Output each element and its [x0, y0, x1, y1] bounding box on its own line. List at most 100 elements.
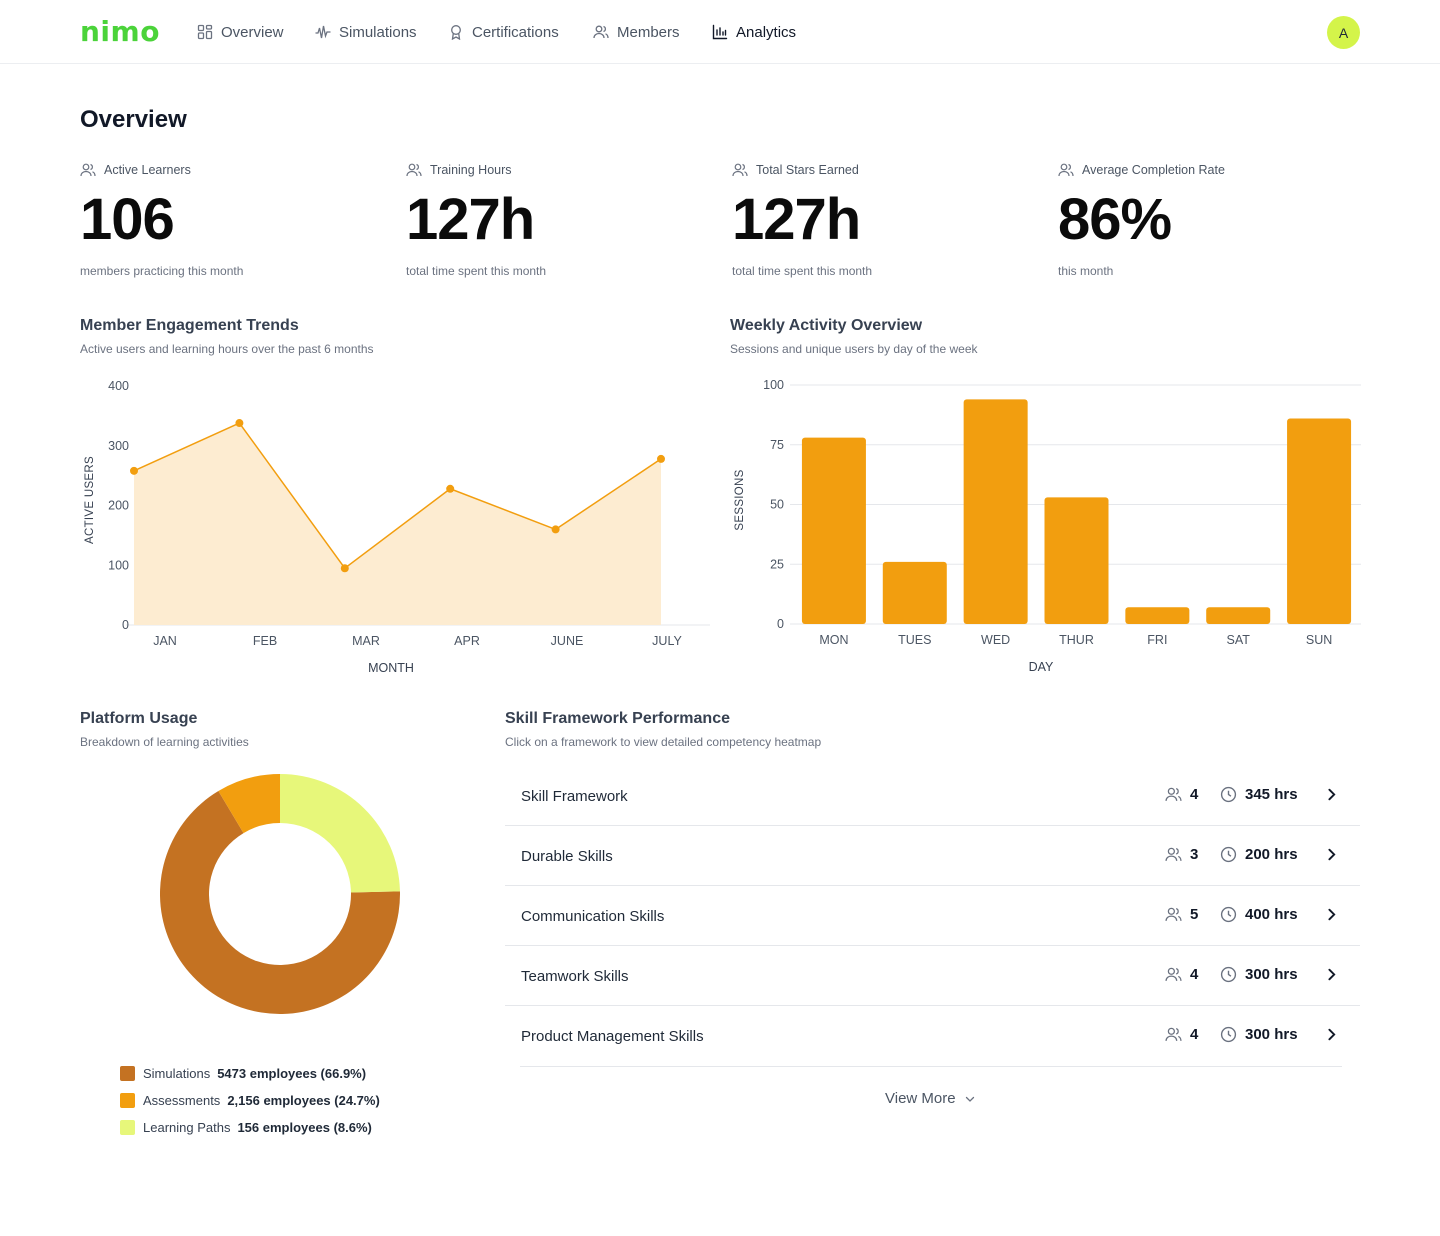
chevron-right-icon[interactable] — [1323, 786, 1340, 803]
nav-item-analytics[interactable]: Analytics — [712, 22, 796, 42]
stat-value: 127h — [732, 187, 861, 252]
nav-item-simulations[interactable]: Simulations — [315, 22, 417, 42]
x-tick-label: WED — [981, 633, 1010, 647]
data-point — [340, 564, 349, 573]
legend-swatch — [120, 1120, 135, 1135]
nav-item-overview[interactable]: Overview — [197, 22, 284, 42]
bar — [882, 561, 947, 624]
nimo-logo[interactable]: nimo — [80, 15, 160, 48]
chevron-right-icon[interactable] — [1323, 846, 1340, 863]
y-tick-label: 200 — [108, 499, 129, 513]
data-point — [657, 454, 665, 463]
y-tick-label: 0 — [122, 618, 129, 632]
users-icon — [1165, 847, 1182, 861]
skill-member-count: 3 — [1190, 846, 1199, 863]
y-tick-label: 75 — [770, 438, 784, 452]
legend-value: 5473 employees (66.9%) — [217, 1066, 367, 1081]
stat-label: Training Hours — [430, 163, 512, 177]
x-tick-label: SAT — [1227, 633, 1251, 647]
skill-framework-title: Skill Framework Performance — [505, 710, 730, 727]
engagement-chart-subtitle: Active users and learning hours over the… — [80, 342, 374, 356]
users-icon — [593, 25, 609, 39]
skill-row[interactable]: Skill Framework 4 345 hrs — [505, 766, 1360, 826]
stat-label: Average Completion Rate — [1082, 163, 1225, 177]
waveform-icon — [315, 25, 331, 39]
legend-label: Assessments — [143, 1093, 221, 1108]
skill-name: Product Management Skills — [521, 1028, 704, 1045]
skill-row[interactable]: Durable Skills 3 200 hrs — [505, 826, 1360, 886]
chevron-right-icon[interactable] — [1323, 906, 1340, 923]
x-tick-label: JAN — [153, 634, 177, 648]
stat-subtext: total time spent this month — [732, 264, 873, 278]
users-icon — [1165, 787, 1182, 801]
nav-item-members[interactable]: Members — [593, 22, 680, 42]
x-tick-label: FEB — [253, 634, 277, 648]
x-tick-label: FRI — [1147, 633, 1167, 647]
stat-active-learners: Active Learners 106 members practicing t… — [80, 160, 380, 278]
chevron-right-icon[interactable] — [1323, 1026, 1340, 1043]
skill-row[interactable]: Product Management Skills 4 300 hrs — [505, 1006, 1360, 1066]
chevron-right-icon[interactable] — [1323, 966, 1340, 983]
legend-label: Learning Paths — [143, 1120, 231, 1135]
x-tick-label: JULY — [652, 634, 682, 648]
nav-item-label: Certifications — [472, 23, 559, 41]
data-point — [130, 466, 138, 475]
y-tick-label: 100 — [763, 378, 784, 392]
legend-value: 156 employees (8.6%) — [237, 1120, 372, 1135]
chevron-down-icon — [965, 1096, 974, 1102]
skill-member-count: 5 — [1190, 906, 1199, 923]
stat-subtext: total time spent this month — [406, 264, 547, 278]
bar — [1206, 607, 1271, 624]
skill-row[interactable]: Teamwork Skills 4 300 hrs — [505, 946, 1360, 1006]
users-icon — [406, 163, 422, 177]
view-more-button[interactable]: View More — [885, 1090, 976, 1107]
bar — [1044, 497, 1109, 624]
donut-slice — [280, 774, 400, 893]
stat-training-hours: Training Hours 127h total time spent thi… — [406, 160, 706, 278]
platform-usage-subtitle: Breakdown of learning activities — [80, 735, 249, 749]
legend-item: Simulations 5473 employees (66.9%) — [120, 1060, 380, 1087]
y-tick-label: 25 — [770, 557, 784, 571]
data-point — [235, 419, 244, 428]
skill-name: Communication Skills — [521, 908, 665, 925]
platform-usage-legend: Simulations 5473 employees (66.9%) Asses… — [120, 1060, 380, 1141]
stat-total-stars: Total Stars Earned 127h total time spent… — [732, 160, 1032, 278]
nav-item-certifications[interactable]: Certifications — [448, 22, 559, 42]
x-tick-label: THUR — [1059, 633, 1094, 647]
legend-item: Learning Paths 156 employees (8.6%) — [120, 1114, 380, 1141]
page-title: Overview — [80, 106, 187, 133]
users-icon — [1165, 967, 1182, 981]
nav-item-label: Members — [617, 23, 680, 41]
skill-hours: 200 hrs — [1245, 846, 1298, 863]
bar — [1125, 607, 1190, 624]
skill-framework-list: Skill Framework 4 345 hrs Durable Skills… — [505, 766, 1360, 1066]
top-navigation: nimo Overview Simulations Certifications… — [0, 0, 1440, 64]
skill-framework-subtitle: Click on a framework to view detailed co… — [505, 735, 822, 749]
skill-name: Teamwork Skills — [521, 968, 629, 985]
stat-value: 127h — [406, 187, 535, 252]
legend-swatch — [120, 1093, 135, 1108]
donut-slice — [160, 791, 400, 1014]
clock-icon — [1220, 906, 1237, 923]
y-axis-label: SESSIONS — [734, 469, 746, 530]
clock-icon — [1220, 1026, 1237, 1043]
user-avatar[interactable]: A — [1327, 16, 1360, 49]
data-point — [446, 484, 455, 493]
skill-row[interactable]: Communication Skills 5 400 hrs — [505, 886, 1360, 946]
nav-item-label: Overview — [221, 23, 284, 41]
area-fill — [134, 423, 661, 625]
x-tick-label: SUN — [1306, 633, 1332, 647]
engagement-chart-title: Member Engagement Trends — [80, 317, 299, 334]
users-icon — [1058, 163, 1074, 177]
stat-value: 86% — [1058, 187, 1172, 252]
skill-hours: 300 hrs — [1245, 1026, 1298, 1043]
legend-item: Assessments 2,156 employees (24.7%) — [120, 1087, 380, 1114]
weekly-chart-subtitle: Sessions and unique users by day of the … — [730, 342, 978, 356]
x-tick-label: MAR — [352, 634, 380, 648]
legend-label: Simulations — [143, 1066, 211, 1081]
skill-name: Skill Framework — [521, 788, 628, 805]
stat-completion-rate: Average Completion Rate 86% this month — [1058, 160, 1358, 278]
skill-member-count: 4 — [1190, 966, 1199, 983]
platform-usage-title: Platform Usage — [80, 710, 198, 727]
